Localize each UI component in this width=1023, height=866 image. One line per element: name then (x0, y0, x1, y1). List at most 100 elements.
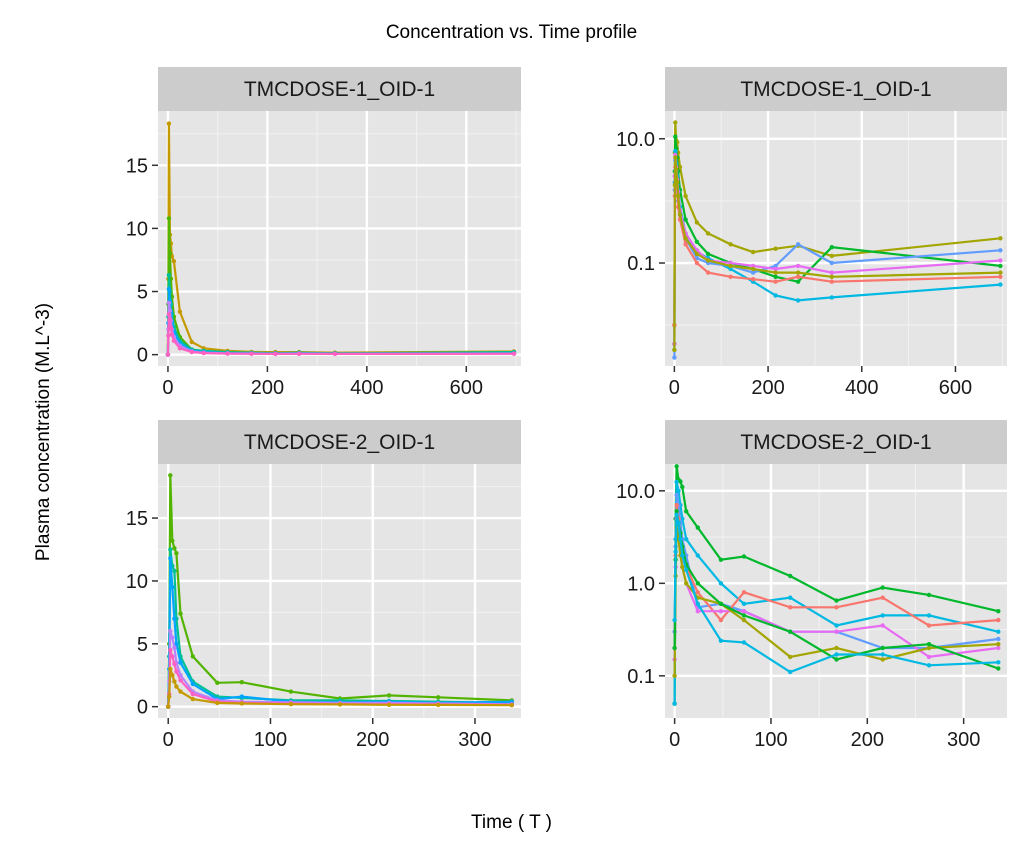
x-tick-label: 0 (669, 377, 680, 399)
data-point (718, 609, 724, 614)
y-tick-label: 5 (137, 634, 148, 656)
data-point (337, 702, 343, 707)
data-point (880, 595, 885, 600)
data-point (834, 629, 839, 634)
x-tick-label: 200 (356, 729, 389, 751)
chart-title: Concentration vs. Time profile (385, 22, 638, 43)
series-line (166, 313, 515, 356)
data-point (189, 339, 194, 345)
data-point (168, 629, 173, 634)
data-point (168, 547, 173, 552)
data-point (672, 701, 677, 706)
data-point (680, 484, 685, 490)
data-point (178, 660, 183, 665)
data-point (215, 680, 220, 685)
data-point (788, 629, 793, 634)
data-point (996, 660, 1001, 665)
data-point (694, 260, 700, 266)
data-point (684, 567, 689, 572)
data-point (680, 553, 685, 558)
data-point (680, 516, 685, 521)
x-axis-label: Time ( T ) (471, 812, 552, 833)
x-tick-label: 400 (845, 377, 878, 399)
data-point (834, 605, 839, 610)
data-point (171, 338, 177, 343)
data-point (166, 272, 172, 278)
data-point (673, 120, 678, 125)
data-point (773, 246, 778, 251)
data-point (788, 595, 793, 600)
series-line (673, 157, 1001, 350)
data-point (773, 274, 778, 279)
data-point (996, 629, 1001, 634)
data-point (190, 681, 195, 687)
data-point (239, 694, 244, 699)
data-point (165, 352, 171, 357)
data-point (672, 355, 677, 360)
series-group (166, 473, 514, 709)
data-point (201, 350, 206, 356)
data-point (288, 689, 294, 694)
data-point (795, 279, 801, 284)
data-point (750, 266, 756, 272)
data-point (695, 590, 700, 595)
data-point (718, 557, 724, 562)
data-point (788, 654, 793, 660)
data-point (926, 613, 932, 618)
data-point (166, 704, 171, 709)
data-point (728, 242, 733, 247)
data-point (166, 300, 172, 306)
data-point (683, 242, 688, 247)
data-point (297, 351, 302, 356)
data-point (718, 581, 724, 586)
data-point (998, 270, 1003, 275)
data-point (741, 601, 747, 606)
data-point (750, 270, 756, 275)
data-point (773, 270, 778, 275)
x-tick-label: 300 (947, 729, 980, 751)
data-point (215, 700, 220, 706)
data-point (829, 260, 834, 266)
data-point (172, 546, 177, 551)
x-tick-label: 400 (350, 377, 383, 399)
data-point (168, 647, 173, 653)
data-point (674, 167, 679, 172)
data-point (996, 645, 1001, 651)
data-point (880, 657, 885, 662)
data-point (926, 642, 932, 647)
facet-strip-label: TMCDOSE-1_OID-1 (244, 78, 435, 101)
data-point (678, 479, 683, 484)
data-point (728, 263, 733, 269)
x-tick-label: 200 (251, 377, 284, 399)
facet-strip-label: TMCDOSE-1_OID-1 (740, 78, 931, 101)
data-point (750, 249, 756, 255)
facet-panel-4: TMCDOSE-2_OID-1 0 100 200 300 0.1 1.0 10.0 (616, 420, 1007, 751)
data-point (880, 623, 885, 628)
data-point (996, 666, 1001, 671)
data-point (673, 155, 678, 160)
data-point (684, 581, 689, 586)
facet-panel-3: TMCDOSE-2_OID-1 0 100 200 300 0 5 10 15 (126, 420, 521, 751)
facet-panel-1: TMCDOSE-1_OID-1 0 200 400 600 0 5 10 15 (126, 67, 521, 399)
data-point (834, 657, 839, 662)
plot-panel (158, 464, 521, 718)
data-point (167, 308, 173, 313)
data-point (174, 684, 179, 689)
data-point (788, 573, 793, 579)
data-point (672, 673, 677, 678)
data-point (166, 312, 172, 317)
data-point (172, 661, 177, 667)
data-point (673, 149, 678, 154)
data-point (675, 193, 681, 199)
facet-strip (158, 420, 521, 464)
y-tick-label: 10 (126, 218, 148, 240)
data-point (436, 695, 441, 700)
data-point (166, 121, 172, 126)
data-point (741, 554, 747, 559)
data-point (684, 509, 689, 514)
data-point (694, 239, 700, 244)
data-point (795, 270, 801, 275)
data-point (996, 609, 1001, 614)
facet-strip (665, 420, 1007, 464)
data-point (672, 617, 677, 623)
